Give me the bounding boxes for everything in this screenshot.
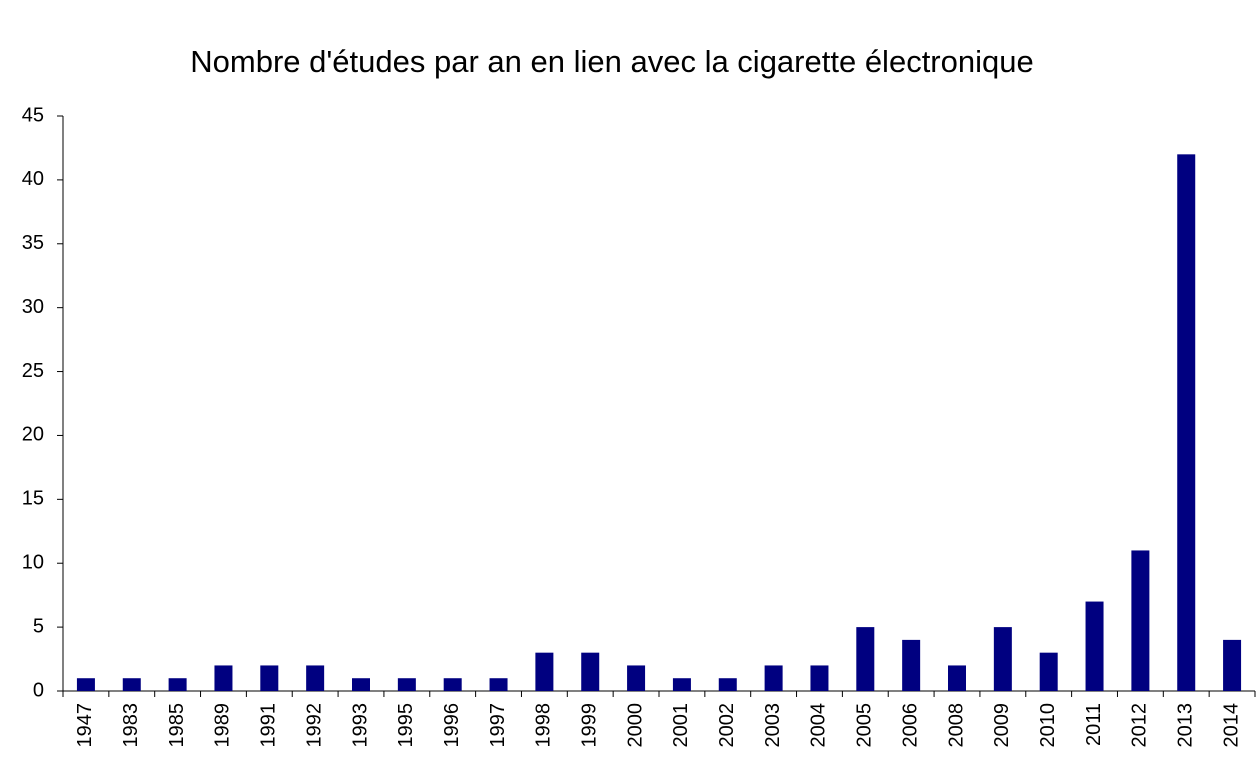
bar — [993, 627, 1012, 691]
bar — [856, 627, 875, 691]
x-tick-label: 2001 — [670, 703, 692, 748]
bar — [535, 652, 554, 691]
x-tick-label: 2006 — [899, 703, 921, 748]
x-tick-label: 1996 — [441, 703, 463, 748]
x-tick-label: 2010 — [1037, 703, 1059, 748]
x-tick-label: 1997 — [487, 703, 509, 748]
x-tick-label: 2009 — [991, 703, 1013, 748]
x-tick-label: 2002 — [716, 703, 738, 748]
y-tick-label: 40 — [22, 168, 44, 190]
bar — [76, 678, 95, 691]
bar — [672, 678, 691, 691]
x-tick-label: 1991 — [258, 703, 280, 748]
x-tick-label: 2011 — [1083, 703, 1105, 746]
x-tick-label: 1989 — [212, 703, 234, 748]
x-tick-label: 1999 — [579, 703, 601, 748]
y-tick-label: 30 — [22, 296, 44, 318]
y-tick-label: 25 — [22, 360, 44, 382]
y-tick-label: 0 — [33, 679, 44, 701]
x-tick-label: 1947 — [74, 703, 96, 748]
x-tick-label: 2000 — [624, 703, 646, 748]
bar — [1039, 652, 1058, 691]
x-tick-label: 2003 — [762, 703, 784, 748]
bar — [260, 665, 279, 691]
x-tick-label: 2012 — [1129, 703, 1151, 748]
x-tick-label: 1983 — [120, 703, 142, 748]
bar — [397, 678, 416, 691]
bar — [1177, 154, 1196, 692]
x-tick-label: 2004 — [808, 703, 830, 748]
x-tick-label: 2013 — [1175, 703, 1197, 748]
bar — [168, 678, 187, 691]
bar — [352, 678, 370, 691]
bar — [214, 665, 233, 691]
x-tick-label: 1985 — [166, 703, 188, 748]
bar — [1223, 639, 1242, 691]
x-tick-label: 2008 — [945, 703, 967, 748]
bar — [718, 678, 737, 691]
bar — [306, 665, 325, 691]
bar — [581, 652, 600, 691]
x-tick-label: 1992 — [303, 703, 325, 748]
bar — [902, 639, 921, 691]
bar — [122, 678, 141, 691]
y-tick-label: 10 — [22, 552, 44, 574]
bar — [1085, 601, 1104, 691]
x-tick-label: 1993 — [349, 703, 371, 748]
bar — [1131, 550, 1150, 691]
bar — [443, 678, 462, 691]
bar — [948, 665, 966, 691]
x-tick-label: 1998 — [533, 703, 555, 748]
bar — [810, 665, 829, 691]
bar — [489, 678, 508, 691]
y-tick-label: 45 — [22, 104, 44, 126]
y-tick-label: 5 — [33, 615, 44, 637]
chart-title: Nombre d'études par an en lien avec la c… — [190, 44, 1033, 79]
y-tick-label: 15 — [22, 488, 44, 510]
bar — [627, 665, 646, 691]
x-tick-label: 1995 — [395, 703, 417, 748]
x-tick-label: 2005 — [854, 703, 876, 748]
y-tick-label: 35 — [22, 232, 44, 254]
x-tick-label: 2014 — [1220, 703, 1242, 748]
y-tick-label: 20 — [22, 424, 44, 446]
bar — [764, 665, 783, 691]
